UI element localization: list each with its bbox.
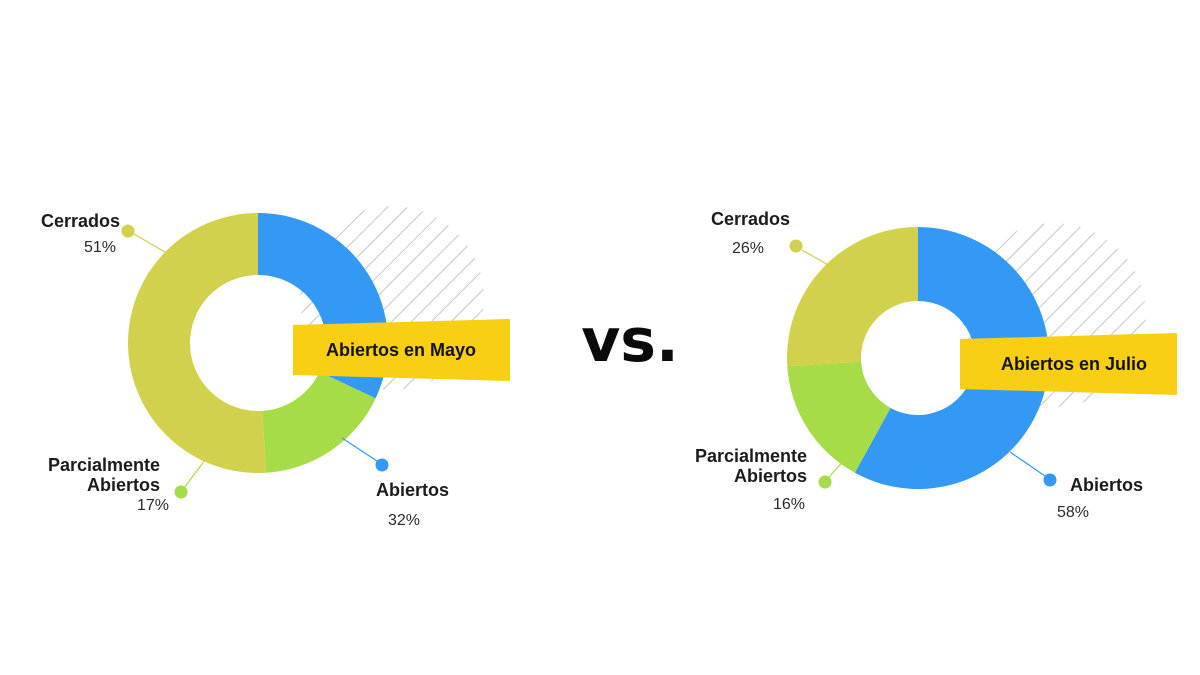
label-pct-abiertos: 58% — [1057, 504, 1089, 521]
label-name-cerrados: Cerrados — [41, 211, 120, 231]
leader-line-abiertos — [1009, 451, 1046, 477]
label-pct-abiertos: 32% — [388, 512, 420, 529]
slice-parcialmente — [787, 361, 891, 473]
legend-dot-abiertos — [375, 458, 389, 472]
donut-chart-mayo: Abiertos en Mayo Abiertos 32% Parcialmente A… — [41, 206, 510, 529]
label-name-abiertos: Abiertos — [376, 480, 449, 500]
label-pct-parcialmente: 16% — [773, 496, 805, 513]
legend-dot-abiertos — [1043, 473, 1057, 487]
leader-line-parcialmente — [183, 459, 206, 489]
leader-line-parcialmente — [827, 455, 849, 479]
leader-line-cerrados — [801, 249, 831, 267]
legend-dot-parcialmente — [174, 485, 188, 499]
label-name-abiertos: Abiertos — [1070, 475, 1143, 495]
slice-parcialmente — [262, 371, 376, 473]
label-name-parcialmente: Parcialmente Abiertos — [695, 446, 807, 486]
banner-background — [293, 319, 510, 381]
label-pct-cerrados: 51% — [84, 239, 116, 256]
legend-dot-cerrados — [121, 224, 135, 238]
banner-label: Abiertos en Mayo — [326, 340, 476, 360]
vs-separator: vs. — [581, 306, 679, 376]
leader-line-cerrados — [133, 233, 166, 253]
banner-label: Abiertos en Julio — [1001, 354, 1147, 374]
legend-dot-cerrados — [789, 239, 803, 253]
label-pct-cerrados: 26% — [732, 240, 764, 257]
label-name-cerrados: Cerrados — [711, 209, 790, 229]
slice-cerrados — [127, 213, 267, 474]
donut-chart-julio: Abiertos en Julio Abiertos 58% Parcialmente… — [695, 209, 1177, 521]
slice-cerrados — [787, 227, 918, 367]
leader-line-abiertos — [341, 437, 378, 462]
label-name-parcialmente: Parcialmente Abiertos — [48, 455, 160, 495]
slice-abiertos — [854, 227, 1049, 489]
banner-background — [960, 333, 1177, 395]
label-pct-parcialmente: 17% — [137, 497, 169, 514]
legend-dot-parcialmente — [818, 475, 832, 489]
